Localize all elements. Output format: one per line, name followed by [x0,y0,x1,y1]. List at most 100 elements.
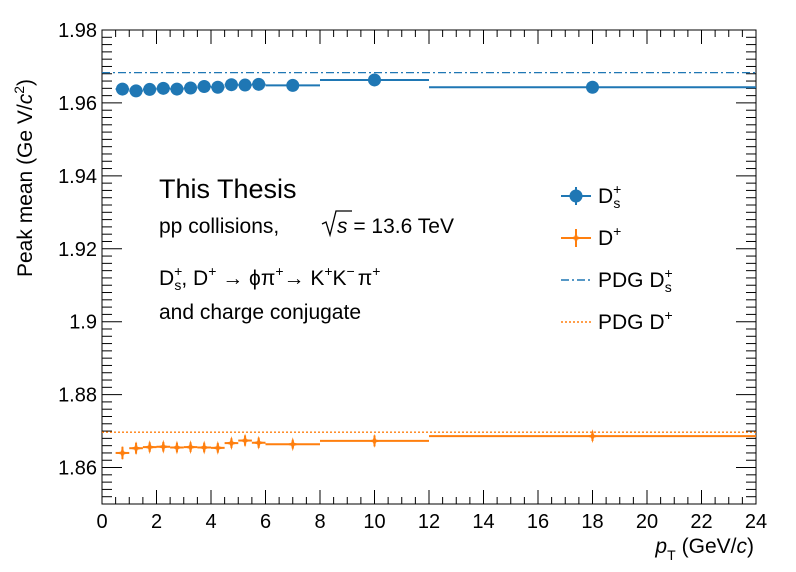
x-tick-label: 4 [205,511,216,533]
data-point [286,78,300,92]
legend-label-sup: + [613,181,621,197]
x-tick-label: 14 [472,511,494,533]
legend-label: D+ [598,223,621,250]
x-tick-label: 12 [418,511,440,533]
data-point [238,78,252,92]
x-axis-title-p: p [654,535,667,558]
data-point [197,440,212,455]
x-tick-label: 24 [745,511,767,533]
data-point [170,82,184,96]
annotation-sqrt-s: s = 13.6 TeV [337,215,454,238]
data-point [183,440,198,455]
y-tick-label: 1.96 [58,93,97,115]
y-axis-title: Peak mean (Ge V/c2) [11,79,37,277]
axis-ticks: 0 2 4 6 8 10 12 14 16 18 20 22 241.861.881.91.921.94… [58,20,767,533]
x-axis-title: pT (GeV/c) [654,535,754,563]
data-point [251,435,266,450]
decay-pi2-sup: + [372,263,380,279]
y-axis-title-exp: 2 [11,86,27,94]
y-tick-label: 1.88 [58,385,97,407]
data-point [224,436,239,451]
y-tick-label: 1.92 [58,239,97,261]
y-axis-title-close: ) [14,79,37,86]
x-tick-label: 6 [260,511,271,533]
data-point [368,73,381,87]
legend-label-sub: s [613,195,620,211]
x-tick-label: 2 [151,511,162,533]
legend-label-sub: s [665,279,672,295]
decay-ds-sup: + [174,263,182,279]
legend-label: PDG D+ [598,307,673,334]
decay-k2: K [333,267,347,290]
y-tick-label: 1.9 [69,312,97,334]
y-tick-label: 1.94 [58,166,97,188]
x-tick-label: 18 [581,511,603,533]
x-tick-label: 22 [690,511,712,533]
annotation-collisions-a: pp collisions, [159,215,279,238]
data-point [586,80,599,94]
decay-k2-sup: − [347,263,355,279]
x-axis-title-close: ) [747,535,754,558]
decay-pi2: π [358,267,373,290]
legend-label: D+ s [598,181,621,211]
y-axis-title-main: Peak mean (Ge V/ [14,104,37,277]
annotation-charge-conjugate: and charge conjugate [159,301,361,324]
data-point [367,433,382,448]
x-axis-title-c: c [737,535,748,558]
data-point [156,81,170,95]
data-point [184,81,198,95]
x-tick-label: 0 [96,511,107,533]
y-axis-title-c: c [14,93,37,104]
annotation-title: This Thesis [159,174,297,204]
annotation-s: s [337,215,348,238]
y-tick-label: 1.98 [58,20,97,42]
x-tick-label: 16 [527,511,549,533]
data-point [115,445,130,460]
data-point [142,440,157,455]
x-tick-label: 8 [314,511,325,533]
data-point [129,441,144,456]
data-point [285,437,300,452]
x-tick-label: 10 [363,511,385,533]
legend-marker [569,231,583,245]
legend-label-main: D [598,185,613,208]
data-point [224,78,238,92]
decay-ds: D [159,267,174,290]
data-point [238,433,253,448]
x-axis-title-sub: T [667,547,676,563]
x-tick-label: 20 [636,511,658,533]
data-point [210,440,225,455]
legend-label-sup: + [665,265,673,281]
legend-label-main: PDG D [598,311,665,334]
decay-pi-sup: + [275,263,283,279]
data-point [115,82,129,96]
series-group [115,429,756,460]
annotation-energy: = 13.6 TeV [348,215,454,238]
decay-mid: , D [181,267,208,290]
data-point [585,429,600,444]
legend-label-sup: + [665,307,673,323]
decay-arrow2: → K [284,267,325,290]
series-group [115,73,756,98]
legend-marker [569,189,583,203]
legend-label-main: D [598,227,613,250]
legend-label-sup: + [613,223,621,239]
data-point [169,440,184,455]
data-point [143,82,157,96]
x-axis-title-units: (GeV/ [682,535,737,558]
data-point [197,80,211,94]
legend-label-main: PDG D [598,269,665,292]
data-point [129,84,143,98]
legend-label: PDG D+ s [598,265,673,295]
y-tick-label: 1.86 [58,458,97,480]
decay-ds-sub: s [174,277,181,293]
decay-arrow1: → ϕπ [216,267,275,290]
data-point [211,80,225,94]
decay-mid-sup: + [208,263,216,279]
sqrt-icon [321,210,352,238]
reference-lines [102,72,756,433]
annotation-decay: D+ s, D+ → ϕπ+→ K+K− π+ [159,263,380,293]
data-point [252,77,266,91]
